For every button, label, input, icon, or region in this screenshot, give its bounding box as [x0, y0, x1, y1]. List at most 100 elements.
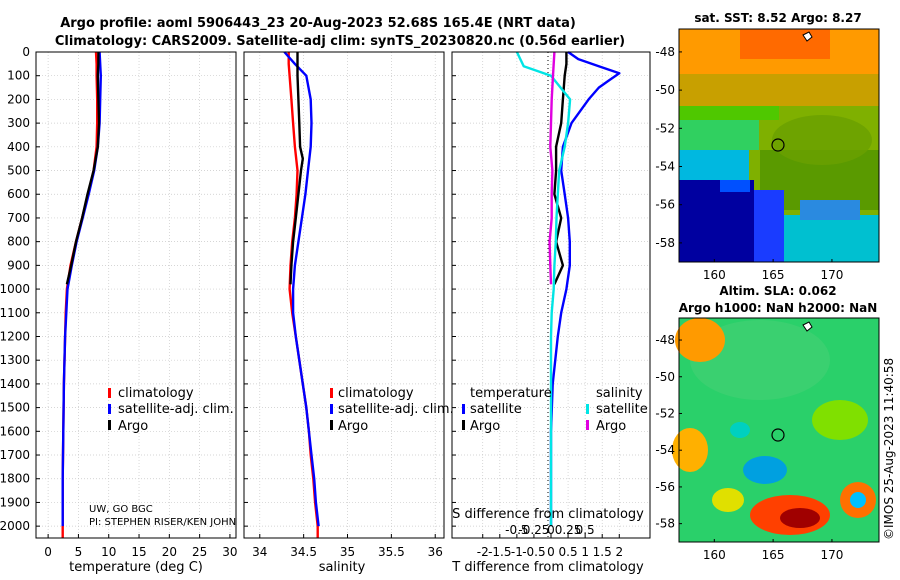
lon-tick-label: 160	[703, 548, 726, 562]
legend-label-satellite: satellite-adj. clim.	[338, 402, 454, 417]
legend-swatch-satellite	[330, 404, 333, 414]
legend-label-climatology: climatology	[118, 386, 194, 401]
series-line-argo	[289, 52, 304, 285]
temperature-xlabel: temperature (deg C)	[69, 560, 203, 575]
depth-tick-label: 1400	[0, 377, 30, 391]
legend-swatch-temp-argo	[462, 420, 465, 430]
legend-header-temperature: temperature	[470, 386, 552, 401]
series-line-salinity-satellite	[515, 51, 572, 527]
depth-tick-label: 800	[7, 235, 30, 249]
figure-title-line1: Argo profile: aoml 5906443_23 20-Aug-202…	[60, 16, 576, 31]
sla-map-panel: Altim. SLA: 0.062 Argo h1000: NaN h2000:…	[655, 284, 880, 562]
salinity-panel: 34 34.5 35 35.5 36 salinity climatology sate…	[243, 51, 454, 575]
lat-tick-label: -50	[655, 370, 675, 384]
salinity-xlabel: salinity	[319, 560, 366, 575]
difference-panel: -2 -1.5 -1 -0.5 0 0.5 1 1.5 2 -0.5-0.250 0.250.5 …	[451, 51, 651, 575]
x-tick-label: -0.5	[522, 545, 545, 559]
depth-tick-label: 1800	[0, 472, 30, 486]
salinity-difference-tick-label: 0	[547, 523, 555, 537]
x-tick-label: 20	[162, 545, 177, 559]
x-tick-label: 2	[615, 545, 623, 559]
lon-tick-label: 160	[703, 268, 726, 282]
salinity-difference-tick-label: 0.25	[555, 523, 582, 537]
x-tick-label: 15	[131, 545, 146, 559]
island-outline	[802, 321, 813, 332]
lat-tick-label: -58	[655, 236, 675, 250]
depth-tick-label: 1200	[0, 329, 30, 343]
lat-tick-label: -48	[655, 333, 675, 347]
difference-lines	[515, 51, 621, 527]
legend-label-temp-argo: Argo	[470, 419, 500, 434]
x-tick-label: 35	[340, 545, 355, 559]
salinity-difference-label: S difference from climatology	[452, 507, 644, 522]
depth-tick-label: 900	[7, 258, 30, 272]
sla-map-image	[672, 318, 879, 542]
x-tick-label: 0	[547, 545, 555, 559]
figure-title-line2: Climatology: CARS2009. Satellite-adj cli…	[55, 34, 625, 49]
argo-position-marker	[771, 428, 785, 442]
sst-map-frame	[678, 28, 880, 263]
depth-tick-label: 100	[7, 69, 30, 83]
legend-label-argo: Argo	[338, 419, 368, 434]
legend-label-climatology: climatology	[338, 386, 414, 401]
depth-tick-label: 1900	[0, 495, 30, 509]
lat-tick-label: -48	[655, 45, 675, 59]
lon-tick-label: 170	[820, 548, 843, 562]
depth-tick-label: 1100	[0, 306, 30, 320]
sla-map-yticks: -48 -50 -52 -54 -56 -58	[655, 333, 682, 531]
legend-label-satellite: satellite-adj. clim.	[118, 402, 234, 417]
temperature-legend: climatology satellite-adj. clim. Argo	[108, 386, 234, 434]
x-tick-label: 0	[44, 545, 52, 559]
x-tick-label: 10	[101, 545, 116, 559]
legend-swatch-climatology	[108, 388, 111, 398]
legend-swatch-argo	[330, 420, 333, 430]
lat-tick-label: -52	[655, 121, 675, 135]
legend-swatch-satellite	[108, 404, 111, 414]
argo-position-marker	[771, 138, 785, 152]
series-line-argo	[65, 52, 101, 285]
legend-label-temp-satellite: satellite	[470, 402, 522, 417]
depth-tick-label: 2000	[0, 519, 30, 533]
x-tick-label: -1	[511, 545, 523, 559]
x-tick-label: -2	[477, 545, 489, 559]
depth-tick-label: 0	[22, 45, 30, 59]
salinity-legend: climatology satellite-adj. clim. Argo	[330, 386, 454, 434]
legend-header-salinity: salinity	[596, 386, 643, 401]
legend-label-argo: Argo	[118, 419, 148, 434]
series-line-salinity-argo	[548, 51, 556, 285]
temperature-grid	[36, 51, 236, 538]
salinity-difference-tick-label: 0.5	[576, 523, 595, 537]
sst-map-xticks: 160 165 170	[703, 259, 843, 282]
x-tick-label: 1	[581, 545, 589, 559]
sst-map-image	[679, 29, 879, 262]
depth-tick-label: 1000	[0, 282, 30, 296]
temperature-difference-xlabel: T difference from climatology	[451, 560, 644, 575]
depth-tick-label: 1600	[0, 424, 30, 438]
salinity-xticks: 34 34.5 35 35.5 36	[252, 534, 443, 559]
x-tick-label: 25	[192, 545, 207, 559]
depth-tick-label: 600	[7, 187, 30, 201]
x-tick-label: 1.5	[593, 545, 612, 559]
sla-map-xticks: 160 165 170	[703, 539, 843, 562]
salinity-axes-frame	[243, 51, 445, 539]
temperature-panel: 0 5 10 15 20 25 30 temperature (deg C) climato…	[35, 51, 238, 575]
x-tick-label: 5	[75, 545, 83, 559]
sst-map-title: sat. SST: 8.52 Argo: 8.27	[694, 11, 861, 25]
x-tick-label: 34	[252, 545, 267, 559]
temperature-lines	[61, 51, 103, 538]
salinity-difference-tick-label: -0.25	[518, 523, 549, 537]
lat-tick-label: -58	[655, 517, 675, 531]
lat-tick-label: -56	[655, 480, 675, 494]
legend-swatch-climatology	[330, 388, 333, 398]
depth-tick-label: 200	[7, 92, 30, 106]
x-tick-label: 34.5	[290, 545, 317, 559]
x-tick-label: 0.5	[559, 545, 578, 559]
lat-tick-label: -52	[655, 406, 675, 420]
sla-map-frame	[678, 317, 880, 543]
depth-tick-label: 1500	[0, 401, 30, 415]
island-outline	[802, 31, 813, 42]
series-line-temperature-argo	[553, 52, 568, 285]
temperature-xticks: 0 5 10 15 20 25 30	[44, 534, 238, 559]
sla-map-title-2: Argo h1000: NaN h2000: NaN	[679, 301, 878, 315]
